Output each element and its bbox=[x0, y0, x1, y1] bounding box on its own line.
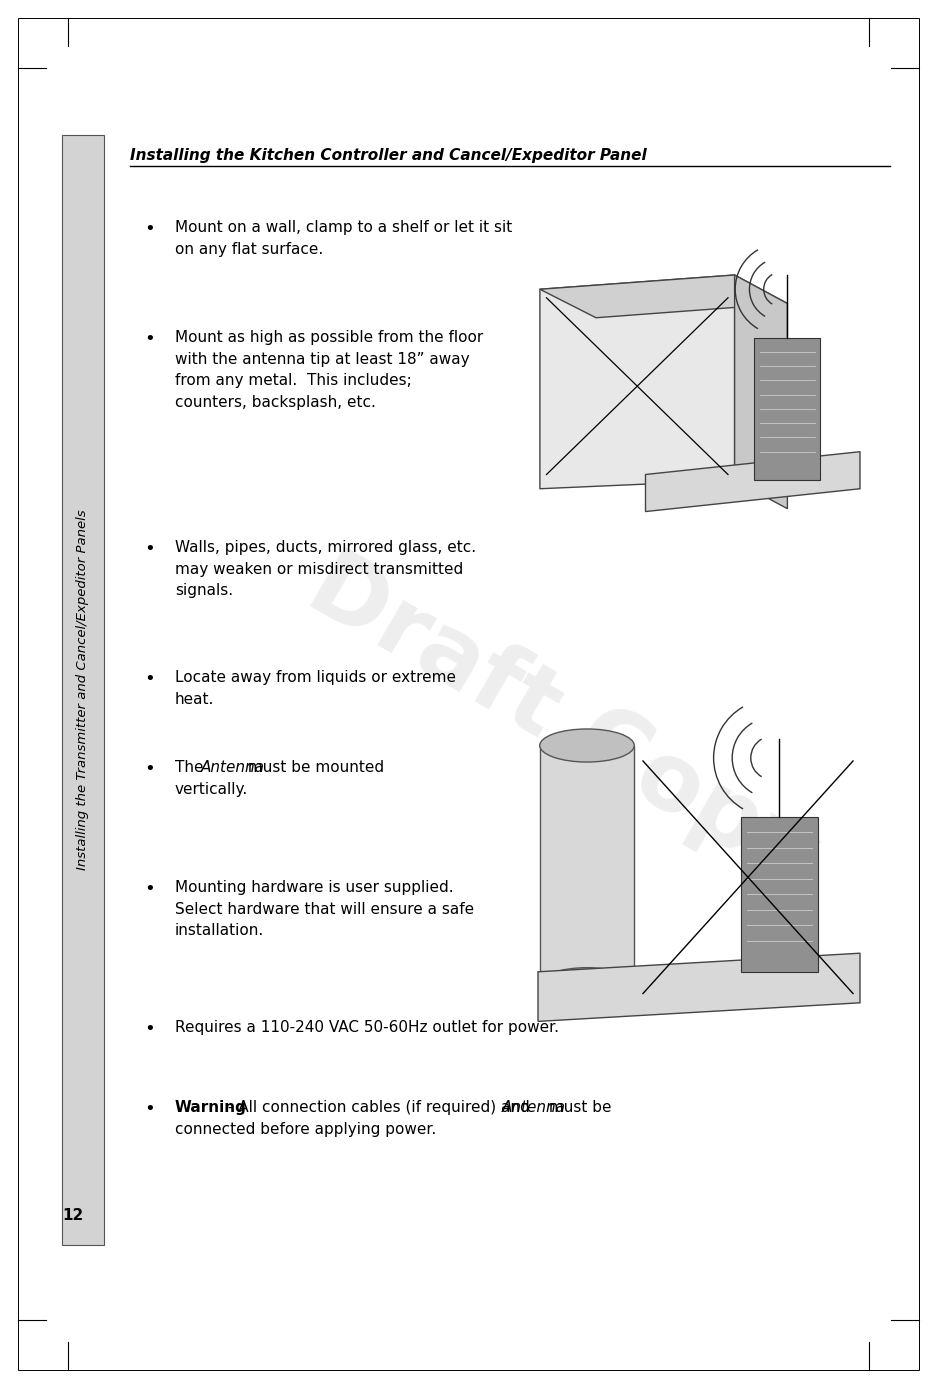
Text: Installing the Transmitter and Cancel/Expeditor Panels: Installing the Transmitter and Cancel/Ex… bbox=[77, 509, 90, 870]
Text: must be: must be bbox=[544, 1101, 611, 1115]
Ellipse shape bbox=[539, 729, 634, 762]
Text: •: • bbox=[144, 1101, 155, 1117]
Text: Installing the Kitchen Controller and Cancel/Expeditor Panel: Installing the Kitchen Controller and Ca… bbox=[130, 149, 646, 162]
Polygon shape bbox=[734, 275, 786, 508]
Text: •: • bbox=[144, 221, 155, 237]
Text: Mounting hardware is user supplied.
Select hardware that will ensure a safe
inst: Mounting hardware is user supplied. Sele… bbox=[175, 880, 474, 938]
Text: Mount as high as possible from the floor
with the antenna tip at least 18” away
: Mount as high as possible from the floor… bbox=[175, 330, 483, 409]
Text: 12: 12 bbox=[62, 1208, 83, 1223]
Text: connected before applying power.: connected before applying power. bbox=[175, 1122, 436, 1137]
Text: •: • bbox=[144, 880, 155, 898]
Text: Walls, pipes, ducts, mirrored glass, etc.
may weaken or misdirect transmitted
si: Walls, pipes, ducts, mirrored glass, etc… bbox=[175, 540, 475, 598]
Bar bbox=[539, 745, 634, 984]
Text: •: • bbox=[144, 1020, 155, 1038]
Text: - All connection cables (if required) and: - All connection cables (if required) an… bbox=[223, 1101, 534, 1115]
Text: Antenna: Antenna bbox=[201, 761, 265, 775]
Text: •: • bbox=[144, 540, 155, 558]
Text: Locate away from liquids or extreme
heat.: Locate away from liquids or extreme heat… bbox=[175, 670, 456, 706]
Text: •: • bbox=[144, 330, 155, 348]
Text: •: • bbox=[144, 670, 155, 688]
Polygon shape bbox=[537, 954, 859, 1022]
Text: Draft Copy: Draft Copy bbox=[291, 539, 832, 905]
Polygon shape bbox=[645, 451, 859, 512]
Ellipse shape bbox=[539, 967, 634, 1001]
Text: •: • bbox=[144, 761, 155, 779]
Text: The: The bbox=[175, 761, 208, 775]
Text: must be mounted: must be mounted bbox=[242, 761, 384, 775]
Text: vertically.: vertically. bbox=[175, 781, 248, 797]
Text: Antenna: Antenna bbox=[502, 1101, 565, 1115]
Polygon shape bbox=[539, 275, 734, 489]
Bar bbox=[740, 816, 817, 972]
Bar bbox=[62, 135, 104, 1245]
Bar bbox=[753, 337, 820, 480]
Text: Requires a 110-240 VAC 50-60Hz outlet for power.: Requires a 110-240 VAC 50-60Hz outlet fo… bbox=[175, 1020, 559, 1035]
Text: Warning: Warning bbox=[175, 1101, 246, 1115]
Polygon shape bbox=[539, 275, 786, 318]
Text: Mount on a wall, clamp to a shelf or let it sit
on any flat surface.: Mount on a wall, clamp to a shelf or let… bbox=[175, 221, 512, 257]
